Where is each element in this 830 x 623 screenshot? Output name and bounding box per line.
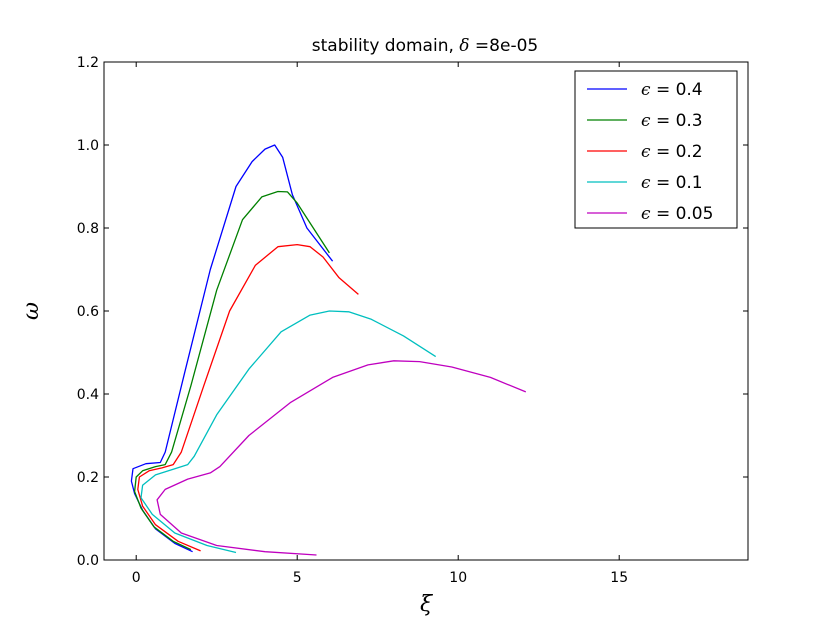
y-tick-label-5: 1.0: [77, 138, 99, 154]
series-line-4: [156, 360, 527, 556]
series-line-3: [140, 310, 437, 554]
y-tick-label-3: 0.6: [77, 304, 99, 320]
x-tick-label-1: 5: [293, 570, 302, 586]
x-axis-label: ξ: [420, 592, 434, 617]
x-tick-label-2: 10: [449, 570, 467, 586]
series-line-1: [133, 190, 330, 551]
chart-title-symbol: δ: [459, 36, 469, 56]
legend: ϵ = 0.4 ϵ = 0.3 ϵ = 0.2 ϵ = 0.1 ϵ = 0.05: [574, 70, 738, 229]
y-axis-label: ω: [19, 302, 44, 320]
y-tick-label-6: 1.2: [77, 55, 99, 71]
chart-title-prefix: stability domain,: [312, 36, 460, 56]
legend-label-4: ϵ = 0.05: [641, 204, 713, 224]
legend-box: [574, 70, 738, 229]
x-tick-label-0: 0: [132, 570, 141, 586]
plot-lines: [130, 144, 527, 556]
series-line-2: [137, 243, 359, 552]
y-tick-label-4: 0.8: [77, 221, 99, 237]
legend-label-3: ϵ = 0.1: [641, 173, 703, 193]
plot-frame: [103, 61, 749, 561]
legend-label-2: ϵ = 0.2: [641, 142, 703, 162]
legend-label-1: ϵ = 0.3: [641, 111, 703, 131]
axis-ticks: 0 5 10 15 0.0 0.2 0.4 0.6 0.8 1.0 1.2: [77, 55, 748, 586]
chart-title-suffix: =8e-05: [470, 36, 539, 56]
y-tick-label-1: 0.2: [77, 470, 99, 486]
y-tick-label-2: 0.4: [77, 387, 99, 403]
legend-label-0: ϵ = 0.4: [641, 80, 703, 100]
x-tick-label-3: 15: [610, 570, 628, 586]
chart-title: stability domain, δ =8e-05: [312, 36, 538, 56]
y-tick-label-0: 0.0: [77, 553, 99, 569]
